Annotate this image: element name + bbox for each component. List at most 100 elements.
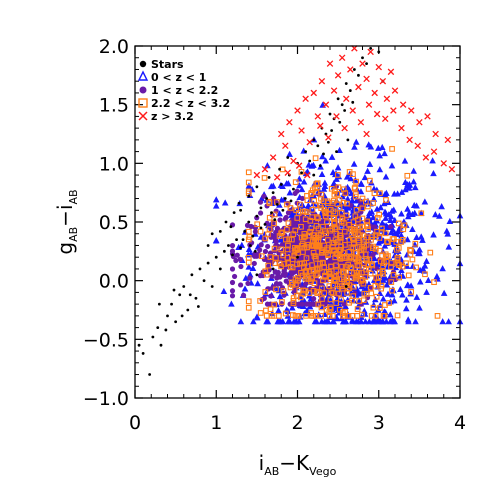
point-stars	[351, 100, 355, 104]
point-1-z-2.2	[269, 273, 275, 279]
point-stars	[255, 185, 259, 189]
point-2.2-z-3.2	[378, 225, 385, 232]
point-0-z-1	[397, 285, 404, 292]
point-2.2-z-3.2	[254, 221, 261, 228]
point-z-3.2	[322, 101, 330, 108]
point-2.2-z-3.2	[326, 283, 333, 290]
point-stars	[259, 226, 263, 230]
point-2.2-z-3.2	[326, 313, 333, 319]
point-2.2-z-3.2	[389, 236, 396, 243]
point-2.2-z-3.2	[376, 269, 383, 276]
point-2.2-z-3.2	[339, 263, 345, 270]
point-stars	[157, 302, 161, 306]
point-2.2-z-3.2	[370, 245, 376, 252]
point-z-3.2	[326, 60, 334, 67]
point-stars	[283, 197, 287, 200]
point-2.2-z-3.2	[359, 269, 365, 276]
point-stars	[224, 220, 228, 224]
point-0-z-1	[446, 217, 454, 224]
point-2.2-z-3.2	[291, 253, 298, 259]
point-stars	[316, 144, 320, 148]
point-2.2-z-3.2	[309, 187, 316, 194]
point-stars	[156, 326, 160, 329]
point-0-z-1	[404, 236, 411, 243]
point-0-z-1	[355, 318, 362, 325]
point-stars	[253, 249, 257, 253]
point-stars	[304, 150, 308, 154]
point-stars	[210, 285, 214, 288]
point-2.2-z-3.2	[378, 285, 384, 292]
point-stars	[328, 112, 332, 116]
point-2.2-z-3.2	[318, 195, 324, 202]
point-1-z-2.2	[390, 269, 397, 275]
point-2.2-z-3.2	[261, 175, 268, 181]
point-1-z-2.2	[299, 195, 306, 202]
point-0-z-1	[212, 196, 220, 203]
point-0-z-1	[381, 190, 389, 198]
point-2.2-z-3.2	[322, 209, 328, 216]
point-0-z-1	[403, 296, 410, 303]
point-stars	[348, 89, 352, 92]
point-z-3.2	[381, 115, 389, 123]
point-0-z-1	[439, 265, 446, 272]
point-z-3.2	[318, 77, 326, 85]
point-0-z-1	[364, 167, 371, 174]
point-2.2-z-3.2	[352, 184, 358, 191]
point-stars	[151, 335, 155, 339]
point-2.2-z-3.2	[271, 245, 278, 252]
point-2.2-z-3.2	[353, 207, 360, 213]
point-2.2-z-3.2	[389, 146, 395, 152]
point-2.2-z-3.2	[275, 313, 282, 319]
point-stars	[344, 82, 348, 85]
point-2.2-z-3.2	[311, 197, 318, 204]
point-2.2-z-3.2	[284, 201, 290, 208]
point-0-z-1	[370, 195, 378, 202]
point-2.2-z-3.2	[372, 313, 379, 319]
point-0-z-1	[221, 199, 229, 206]
point-2.2-z-3.2	[351, 269, 357, 276]
point-2.2-z-3.2	[272, 260, 279, 267]
point-stars	[255, 273, 259, 277]
point-2.2-z-3.2	[262, 289, 269, 295]
point-1-z-2.2	[244, 222, 251, 228]
point-2.2-z-3.2	[385, 239, 391, 246]
point-z-3.2	[430, 148, 438, 155]
point-1-z-2.2	[229, 243, 236, 249]
point-stars	[164, 328, 168, 332]
point-2.2-z-3.2	[373, 293, 380, 300]
point-z-3.2	[261, 165, 269, 173]
point-0-z-1	[429, 157, 436, 164]
point-2.2-z-3.2	[292, 227, 299, 234]
point-0-z-1	[387, 216, 394, 223]
y-axis-title: gAB−iAB	[53, 189, 80, 254]
point-2.2-z-3.2	[303, 255, 310, 261]
point-0-z-1	[334, 164, 342, 171]
point-stars	[235, 238, 238, 242]
point-stars	[232, 211, 236, 215]
point-2.2-z-3.2	[360, 246, 367, 253]
point-z-3.2	[306, 138, 313, 146]
point-2.2-z-3.2	[319, 296, 325, 302]
point-stars	[229, 225, 233, 229]
point-0-z-1	[254, 280, 261, 287]
point-2.2-z-3.2	[315, 243, 322, 250]
point-2.2-z-3.2	[267, 254, 274, 260]
point-2.2-z-3.2	[370, 304, 377, 311]
point-2.2-z-3.2	[318, 313, 324, 319]
point-stars	[289, 199, 293, 203]
point-stars	[296, 255, 299, 259]
point-1-z-2.2	[233, 257, 239, 264]
point-z-3.2	[414, 142, 422, 149]
point-0-z-1	[411, 183, 419, 191]
point-0-z-1	[328, 153, 336, 160]
point-z-3.2	[432, 130, 439, 138]
point-2.2-z-3.2	[307, 229, 313, 235]
point-2.2-z-3.2	[266, 214, 273, 221]
point-2.2-z-3.2	[355, 257, 362, 264]
point-2.2-z-3.2	[315, 215, 321, 222]
point-2.2-z-3.2	[361, 243, 368, 250]
point-z-3.2	[333, 113, 340, 120]
point-0-z-1	[275, 307, 282, 314]
point-z-3.2	[341, 124, 348, 132]
point-1-z-2.2	[302, 281, 309, 287]
